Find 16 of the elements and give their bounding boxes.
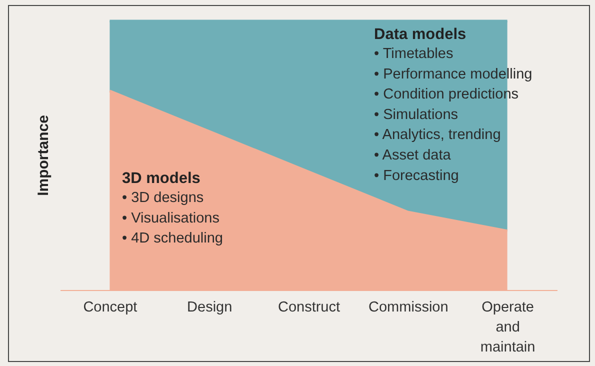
series-label: 3D models [122,170,200,187]
x-tick-label: Commission [368,300,448,316]
x-tick-label: Construct [278,300,340,316]
annotation: • Timetables [374,46,454,62]
annotation: • Visualisations [122,210,220,226]
annotation: • 3D designs [122,190,204,206]
x-tick-label: Concept [83,300,138,316]
annotation: • Analytics, trending [374,127,501,144]
series-label: Data models [374,26,466,43]
annotation: • Simulations [374,106,458,123]
x-tick-label: Operate and maintain [480,300,536,356]
y-axis-title: Importance [35,115,52,196]
x-tick-label: Design [187,300,232,316]
annotation: • Asset data [374,148,452,164]
annotation: • Forecasting [374,168,459,184]
annotation: • 4D scheduling [122,230,223,247]
